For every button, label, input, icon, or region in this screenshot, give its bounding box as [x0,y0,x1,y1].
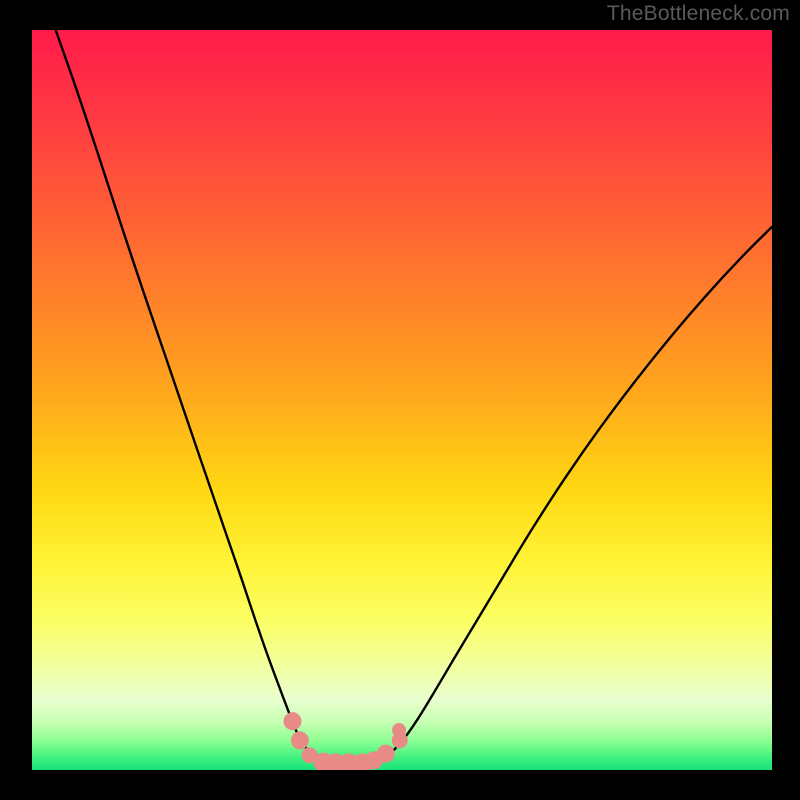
plot-svg [32,30,772,770]
curve-left [56,30,351,764]
marker-point [283,712,301,730]
marker-point [377,745,395,763]
marker-point [392,723,406,737]
curve-right [350,227,772,764]
marker-group [283,712,407,770]
plot-area [32,30,772,770]
watermark-text: TheBottleneck.com [607,2,790,26]
marker-point [291,731,309,749]
